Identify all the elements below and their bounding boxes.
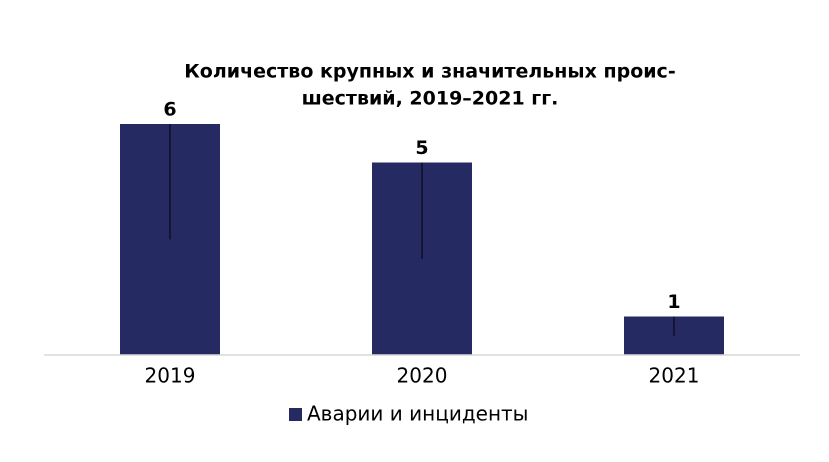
chart-title: Количество крупных и значительных проис- [184, 61, 675, 83]
legend-label: Аварии и инциденты [307, 402, 528, 426]
legend-swatch [289, 408, 302, 421]
x-tick-label: 2021 [649, 364, 700, 388]
chart-title: шествий, 2019–2021 гг. [302, 88, 559, 110]
data-label: 6 [163, 99, 176, 121]
data-label: 1 [667, 291, 680, 313]
x-tick-label: 2019 [145, 364, 196, 388]
x-tick-label: 2020 [397, 364, 448, 388]
data-label: 5 [415, 137, 428, 159]
